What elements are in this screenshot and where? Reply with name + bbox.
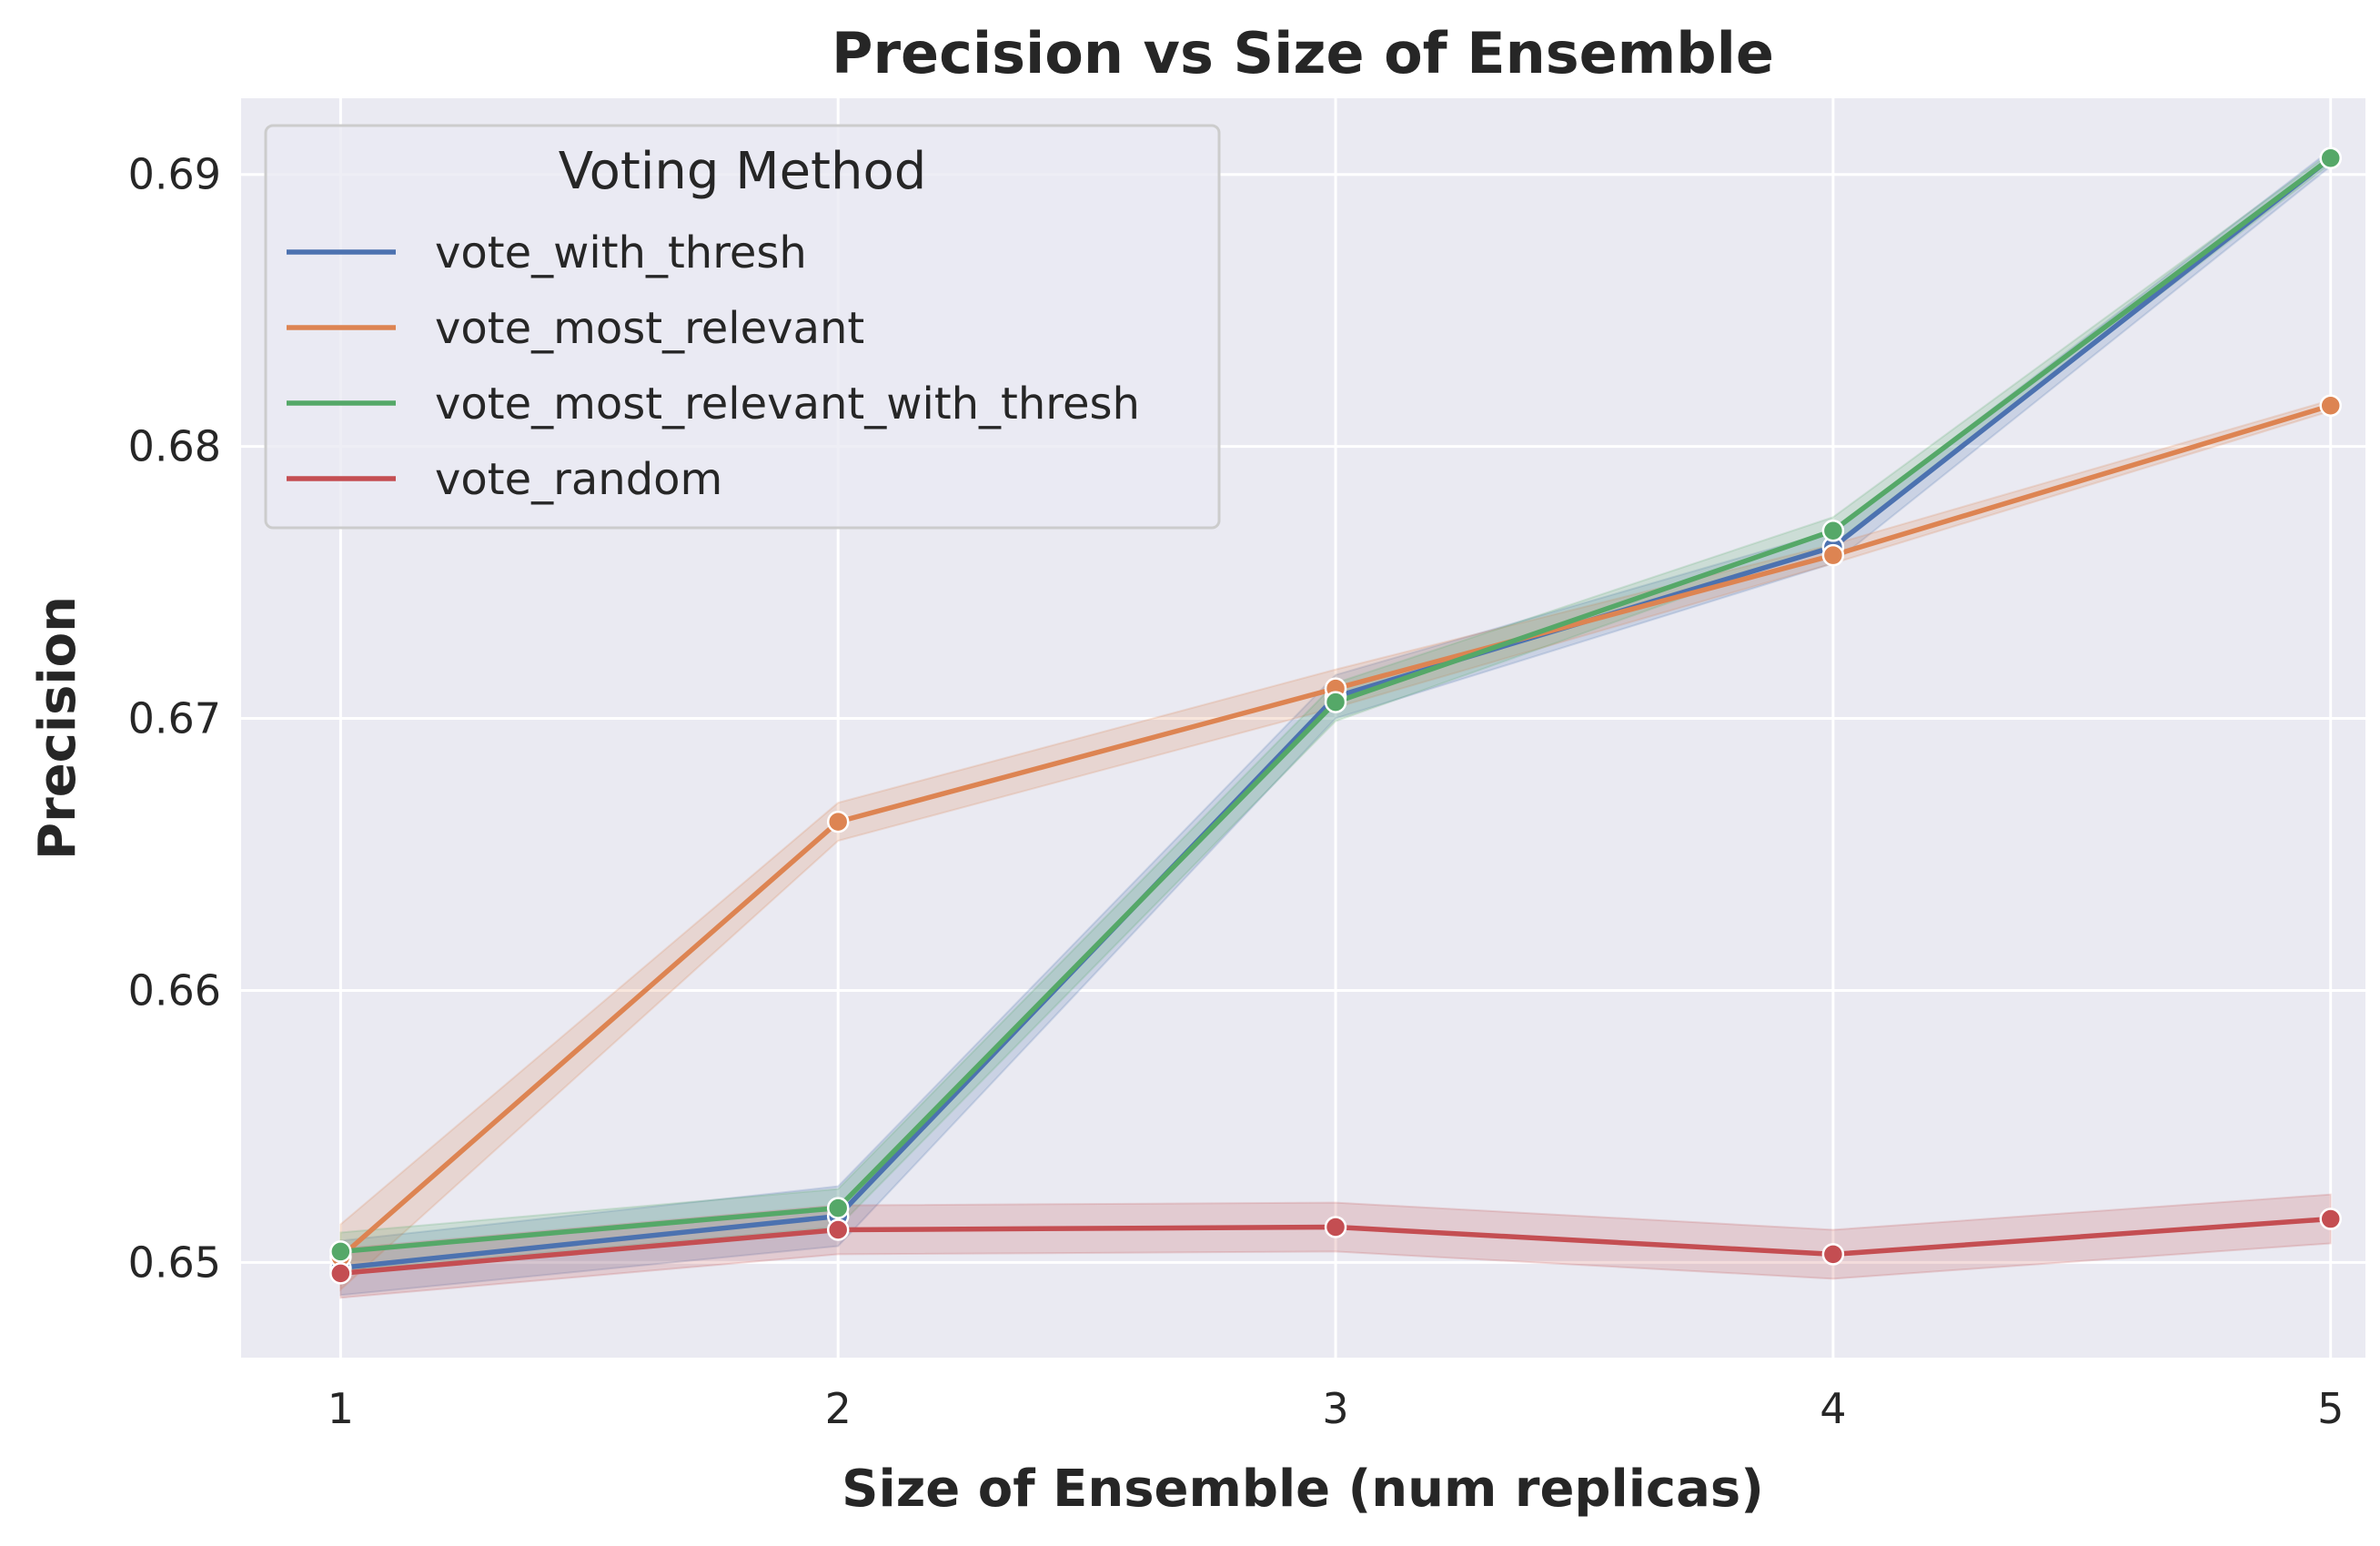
legend-box — [264, 124, 1221, 530]
data-point-vote_random — [329, 1262, 352, 1285]
x-tick-labels: 1 2 3 4 5 — [328, 1384, 2345, 1433]
x-tick-label: 1 — [328, 1384, 354, 1433]
data-point-vote_most_relevant_with_thresh — [329, 1240, 352, 1263]
series-markers — [329, 147, 2342, 1285]
y-tick-label: 0.65 — [128, 1238, 221, 1287]
legend-title: Voting Method — [559, 142, 927, 201]
x-tick-label: 2 — [825, 1384, 852, 1433]
data-point-vote_most_relevant_with_thresh — [2319, 147, 2342, 170]
data-point-vote_most_relevant — [826, 810, 850, 834]
legend: Voting Method vote_with_thresh vote_most_… — [264, 124, 1221, 530]
data-point-vote_random — [2319, 1207, 2342, 1230]
y-axis-label: Precision — [28, 596, 87, 860]
legend-items: vote_with_thresh vote_most_relevant vote_m… — [287, 227, 1140, 505]
y-tick-label: 0.68 — [128, 422, 221, 471]
y-tick-label: 0.69 — [128, 150, 221, 199]
legend-label-vote_with_thresh: vote_with_thresh — [435, 227, 807, 278]
legend-label-vote_random: vote_random — [435, 454, 722, 505]
data-point-vote_most_relevant_with_thresh — [826, 1197, 850, 1219]
y-tick-label: 0.66 — [128, 965, 221, 1015]
data-point-vote_random — [1324, 1216, 1347, 1238]
data-point-vote_most_relevant_with_thresh — [1324, 691, 1347, 713]
data-point-vote_most_relevant_with_thresh — [1821, 520, 1845, 542]
data-point-vote_random — [826, 1218, 850, 1241]
x-tick-label: 3 — [1322, 1384, 1348, 1433]
y-tick-label: 0.67 — [128, 694, 221, 743]
x-axis-label: Size of Ensemble (num replicas) — [842, 1460, 1764, 1519]
data-point-vote_most_relevant — [2319, 394, 2342, 418]
x-tick-label: 5 — [2317, 1384, 2344, 1433]
legend-label-vote_most_relevant_with_thresh: vote_most_relevant_with_thresh — [435, 379, 1140, 429]
chart-title: Precision vs Size of Ensemble — [832, 20, 1774, 86]
data-point-vote_random — [1821, 1243, 1845, 1266]
data-point-vote_most_relevant — [1821, 543, 1845, 567]
legend-label-vote_most_relevant: vote_most_relevant — [435, 303, 864, 354]
y-tick-labels: 0.65 0.66 0.67 0.68 0.69 — [128, 150, 221, 1288]
x-tick-label: 4 — [1820, 1384, 1846, 1433]
